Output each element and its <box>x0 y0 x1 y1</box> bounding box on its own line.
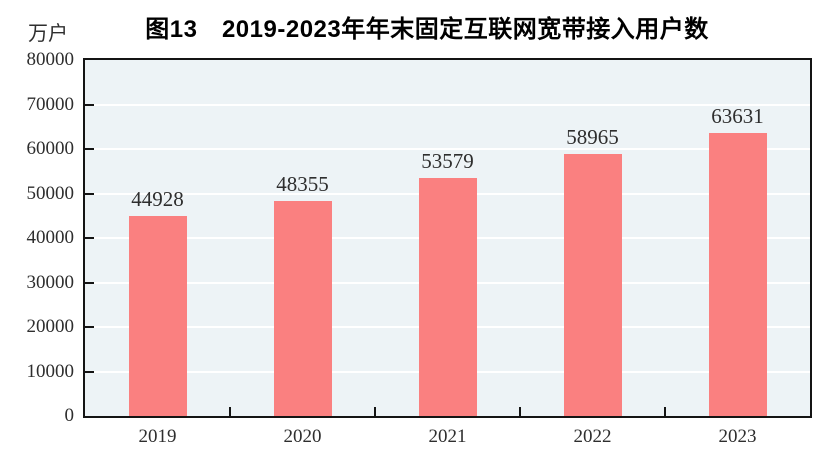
y-tick-label: 0 <box>64 405 75 426</box>
x-tick-mark <box>519 407 521 416</box>
gridline <box>85 148 810 150</box>
bar <box>708 132 767 416</box>
y-tick-label: 30000 <box>26 271 75 293</box>
x-tick-mark <box>664 407 666 416</box>
bar <box>128 216 187 416</box>
x-tick-label: 2023 <box>718 426 757 447</box>
bar-value-label: 53579 <box>421 148 474 173</box>
plot-area: 44928 48355 53579 58965 63631 <box>83 58 812 418</box>
x-tick-label: 2022 <box>573 426 612 447</box>
bar-value-label: 63631 <box>711 103 764 128</box>
y-tick-label: 70000 <box>26 93 75 115</box>
x-tick-label: 2020 <box>283 426 322 447</box>
gridline <box>85 103 810 106</box>
x-tick-label: 2021 <box>428 426 467 447</box>
y-tick-mark <box>85 370 94 373</box>
y-tick-label: 50000 <box>26 182 75 204</box>
y-tick-mark <box>85 281 94 284</box>
bar <box>563 153 622 416</box>
y-tick-label: 40000 <box>26 227 75 248</box>
y-tick-mark <box>85 192 94 195</box>
y-tick-label: 80000 <box>26 49 75 70</box>
y-tick-label: 10000 <box>26 360 75 382</box>
y-tick-mark <box>85 148 94 150</box>
y-tick-mark <box>85 237 94 239</box>
bar-value-label: 48355 <box>276 171 329 196</box>
y-axis-unit-label: 万户 <box>28 23 68 45</box>
x-tick-mark <box>229 407 231 416</box>
y-tick-mark <box>85 103 94 106</box>
x-tick-label: 2019 <box>138 426 177 447</box>
bar <box>273 200 332 416</box>
bar-value-label: 44928 <box>131 187 184 212</box>
y-tick-label: 60000 <box>26 138 75 159</box>
chart-title: 图13 2019-2023年年末固定互联网宽带接入用户数 <box>145 16 709 43</box>
y-tick-mark <box>85 326 94 328</box>
bar-value-label: 58965 <box>566 124 619 149</box>
x-tick-mark <box>374 407 376 416</box>
bar <box>418 177 477 416</box>
y-tick-label: 20000 <box>26 316 75 337</box>
